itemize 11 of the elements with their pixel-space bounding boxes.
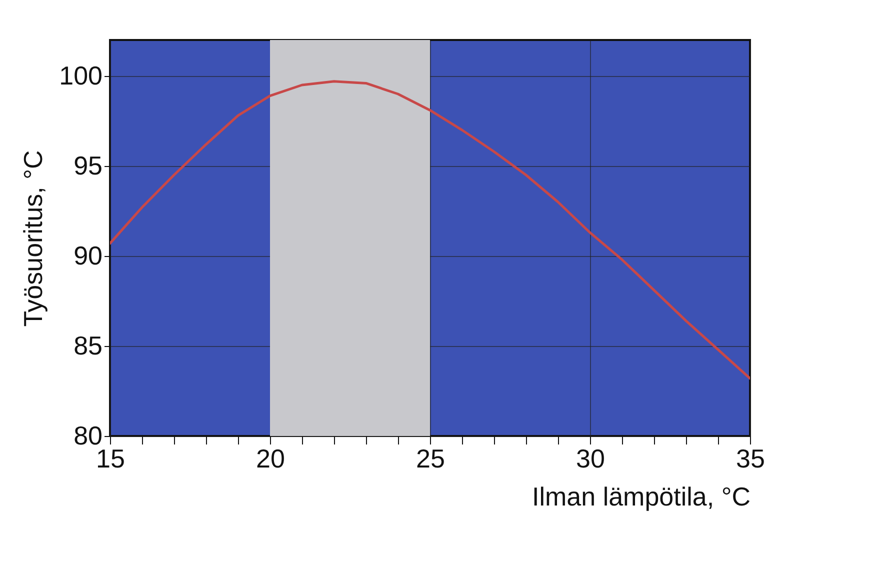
y-tick-label: 90 — [74, 240, 102, 270]
y-tick-label: 100 — [59, 60, 102, 90]
x-tick-label: 25 — [416, 444, 445, 474]
y-axis-title: Työsuoritus, °C — [18, 150, 48, 327]
x-tick-label: 20 — [256, 444, 285, 474]
x-tick-label: 35 — [736, 444, 765, 474]
x-axis-title: Ilman lämpötila, °C — [532, 482, 750, 512]
x-tick-label: 30 — [576, 444, 605, 474]
y-tick-label: 85 — [74, 330, 102, 360]
line-series — [110, 80, 750, 380]
y-tick-label: 95 — [74, 150, 102, 180]
